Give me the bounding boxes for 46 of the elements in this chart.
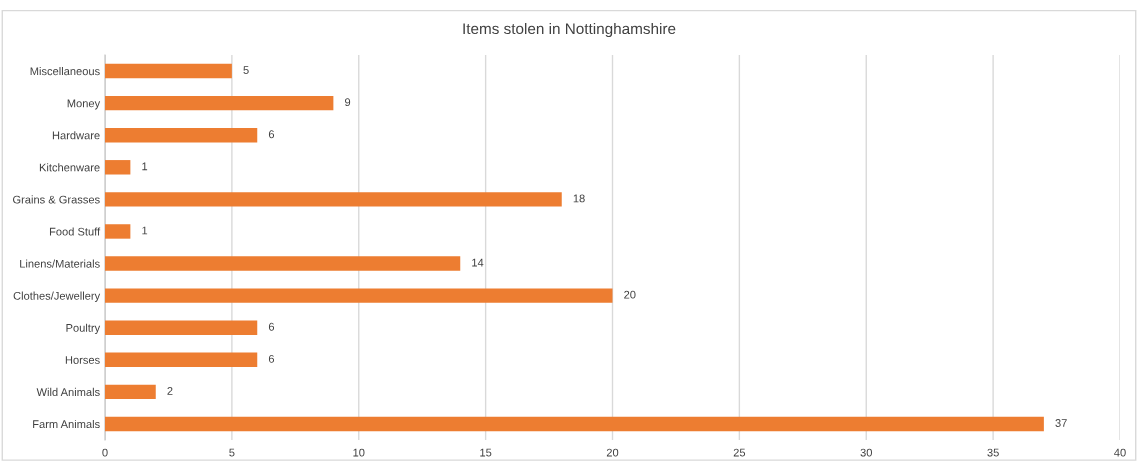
y-tick-label: Linens/Materials — [20, 259, 100, 268]
y-tick-label: Horses — [65, 356, 100, 364]
bar — [105, 160, 131, 175]
bar — [105, 224, 131, 239]
bar — [105, 384, 156, 400]
x-tick-label: 20 — [606, 448, 619, 457]
data-label: 18 — [573, 194, 585, 203]
chart-title: Items stolen in Nottinghamshire — [463, 22, 676, 38]
x-tick-label: 15 — [480, 448, 492, 457]
y-tick-label: Food Stuff — [49, 227, 101, 236]
data-label: 14 — [472, 258, 484, 267]
data-label: 2 — [167, 386, 173, 395]
bar — [105, 127, 258, 143]
x-tick-label: 10 — [353, 448, 365, 457]
x-tick-label: 0 — [102, 448, 108, 457]
y-tick-label: Wild Animals — [36, 387, 100, 397]
bar — [105, 416, 1044, 432]
bar — [105, 320, 258, 335]
data-label: 9 — [345, 98, 351, 107]
bar — [105, 352, 258, 368]
x-tick-label: 40 — [1114, 448, 1126, 457]
bar — [105, 192, 562, 207]
y-tick-label: Hardware — [52, 131, 100, 140]
y-tick-label: Poultry — [66, 323, 101, 335]
y-tick-label: Money — [67, 99, 101, 110]
y-tick-label: Farm Animals — [33, 419, 100, 429]
bar — [105, 288, 613, 303]
data-label: 1 — [142, 162, 148, 171]
x-tick-label: 25 — [733, 448, 746, 457]
x-tick-label: 30 — [860, 448, 872, 457]
bar — [105, 256, 461, 271]
y-tick-label: Grains & Grasses — [13, 195, 100, 204]
data-label: 20 — [624, 290, 636, 299]
bar — [105, 63, 232, 79]
data-label: 6 — [268, 354, 275, 363]
x-tick-label: 35 — [987, 448, 999, 457]
data-label: 6 — [268, 130, 275, 139]
x-tick-label: 5 — [229, 448, 235, 457]
data-label: 37 — [1055, 419, 1067, 427]
data-label: 1 — [142, 226, 148, 235]
data-label: 6 — [268, 322, 275, 331]
y-tick-label: Clothes/Jewellery — [13, 291, 101, 302]
data-label: 5 — [243, 66, 249, 75]
bar — [105, 95, 334, 111]
y-tick-label: Miscellaneous — [30, 67, 100, 76]
y-tick-label: Kitchenware — [39, 163, 100, 172]
